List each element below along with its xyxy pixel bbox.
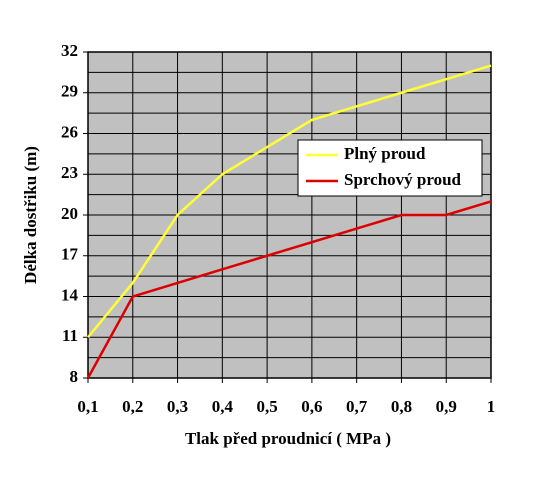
y-tick-label: 20: [61, 204, 78, 223]
x-tick-label: 0,3: [167, 397, 188, 416]
x-tick-label: 0,4: [212, 397, 234, 416]
y-axis-label: Délka dostřiku (m): [21, 146, 40, 284]
y-tick-label: 29: [61, 82, 78, 101]
y-tick-label: 11: [62, 326, 78, 345]
x-tick-label: 0,1: [77, 397, 98, 416]
legend-label: Plný proud: [344, 144, 426, 163]
x-tick-label: 0,8: [391, 397, 412, 416]
y-tick-label: 23: [61, 163, 78, 182]
legend-box: [297, 139, 483, 197]
x-tick-label: 0,2: [122, 397, 143, 416]
legend-label: Sprchový proud: [344, 170, 462, 189]
plot-border: [87, 51, 492, 379]
x-tick-label: 1: [487, 397, 496, 416]
series-line: [86, 200, 492, 379]
x-tick-label: 0,7: [346, 397, 368, 416]
y-tick-label: 14: [61, 285, 79, 304]
y-tick-label: 8: [70, 367, 79, 386]
x-tick-label: 0,5: [256, 397, 277, 416]
y-tick-label: 26: [61, 122, 78, 141]
y-tick-label: 32: [61, 41, 78, 60]
x-tick-label: 0,6: [301, 397, 322, 416]
x-axis-label: Tlak před proudnicí ( MPa ): [185, 429, 391, 448]
x-tick-label: 0,9: [436, 397, 457, 416]
series-line: [87, 64, 492, 339]
y-tick-label: 17: [61, 245, 79, 264]
